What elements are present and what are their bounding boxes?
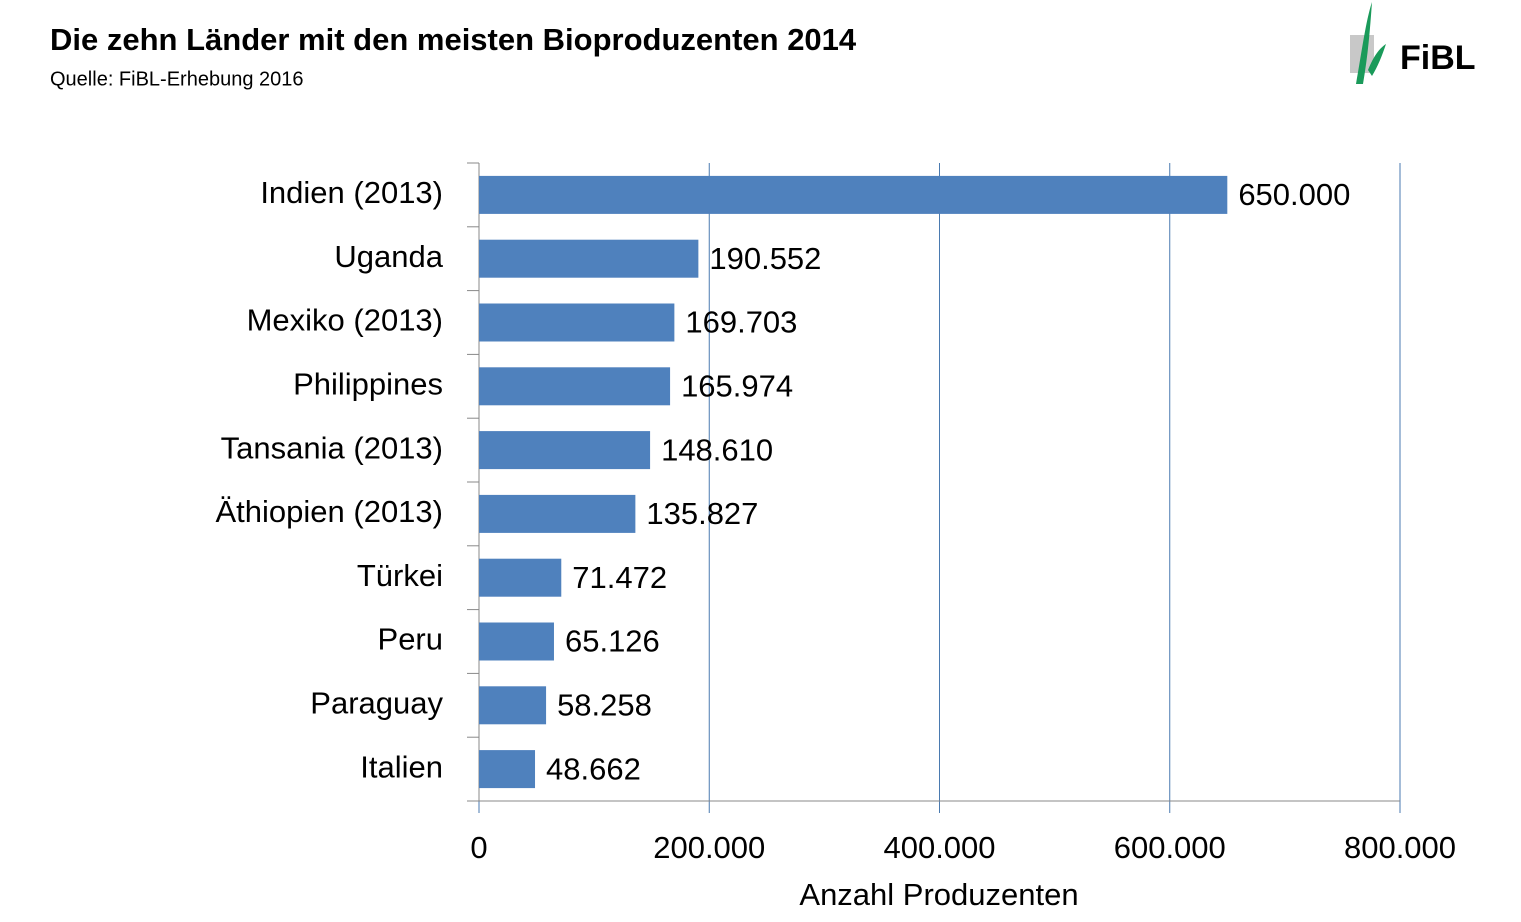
logo: FiBL bbox=[1350, 2, 1476, 84]
y-tick-label: Italien bbox=[360, 749, 443, 784]
data-label: 169.703 bbox=[685, 305, 797, 340]
bar bbox=[479, 750, 536, 789]
data-label: 165.974 bbox=[681, 368, 793, 403]
y-tick-label: Indien (2013) bbox=[260, 175, 443, 210]
data-label: 65.126 bbox=[565, 624, 660, 659]
y-tick-label: Philippines bbox=[293, 366, 443, 401]
data-label: 650.000 bbox=[1238, 177, 1350, 212]
y-tick-label: Tansania (2013) bbox=[221, 430, 443, 465]
logo-leaf bbox=[1356, 2, 1386, 84]
data-label: 190.552 bbox=[709, 241, 821, 276]
y-tick-label: Äthiopien (2013) bbox=[216, 494, 444, 529]
bar bbox=[479, 367, 671, 406]
x-axis-label: Anzahl Produzenten bbox=[799, 877, 1078, 912]
y-tick-label: Paraguay bbox=[310, 685, 443, 720]
bar bbox=[479, 686, 547, 725]
bar bbox=[479, 239, 699, 278]
data-label: 71.472 bbox=[572, 560, 667, 595]
x-tick-label: 400.000 bbox=[883, 830, 995, 865]
data-label: 148.610 bbox=[661, 432, 773, 467]
data-label: 135.827 bbox=[646, 496, 758, 531]
chart-title: Die zehn Länder mit den meisten Bioprodu… bbox=[50, 22, 857, 57]
chart-subtitle: Quelle: FiBL-Erhebung 2016 bbox=[50, 68, 304, 90]
y-tick-label: Türkei bbox=[357, 558, 443, 593]
bar bbox=[479, 558, 562, 597]
data-label: 48.662 bbox=[546, 751, 641, 786]
y-tick-label: Peru bbox=[378, 622, 443, 657]
x-tick-label: 800.000 bbox=[1344, 830, 1456, 865]
x-tick-label: 600.000 bbox=[1114, 830, 1226, 865]
bar bbox=[479, 431, 651, 470]
bar bbox=[479, 175, 1228, 214]
x-tick-label: 0 bbox=[470, 830, 487, 865]
y-tick-label: Mexiko (2013) bbox=[247, 303, 443, 338]
data-label: 58.258 bbox=[557, 687, 652, 722]
y-tick-label: Uganda bbox=[334, 239, 443, 274]
bar bbox=[479, 303, 675, 342]
logo-text: FiBL bbox=[1400, 39, 1476, 77]
bar bbox=[479, 494, 636, 533]
x-tick-label: 200.000 bbox=[653, 830, 765, 865]
bar bbox=[479, 622, 554, 661]
